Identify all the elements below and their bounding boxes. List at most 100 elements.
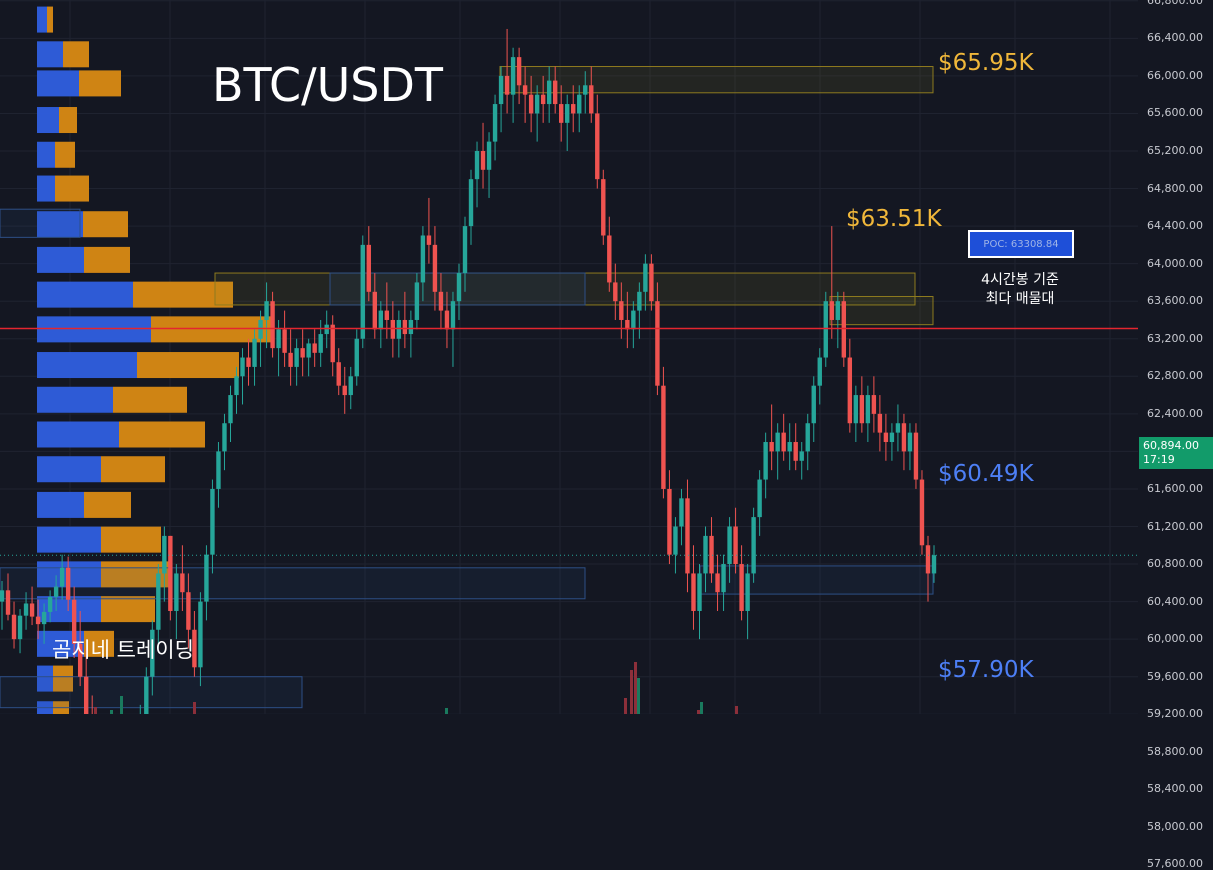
candle-body — [565, 104, 570, 123]
candle-body — [733, 526, 738, 565]
candle-body — [270, 301, 275, 349]
candle-body — [637, 291, 642, 311]
poc-badge: POC: 63308.84 — [968, 230, 1074, 258]
candle-body — [919, 479, 925, 546]
candle-body — [601, 179, 606, 236]
candle-body — [793, 442, 798, 461]
candle-body — [71, 599, 77, 644]
candle-body — [534, 94, 540, 114]
candle-body — [330, 324, 335, 363]
profile-buy-bar — [37, 41, 63, 68]
candle-body — [835, 301, 840, 320]
candle-body — [306, 343, 311, 358]
candle-body — [186, 592, 191, 630]
chart-title: BTC/USDT — [212, 58, 443, 112]
y-axis-tick: 64,400.00 — [1147, 219, 1203, 233]
candle-body — [739, 564, 744, 611]
profile-buy-bar — [37, 596, 101, 623]
last-price-value: 60,894.00 — [1143, 439, 1199, 452]
candle-body — [240, 357, 245, 377]
candle-body — [372, 291, 377, 330]
volume-bars — [94, 662, 738, 714]
profile-sell-bar — [55, 175, 89, 202]
candle-body — [408, 319, 414, 335]
candle-body — [342, 385, 347, 396]
candle-body — [691, 573, 696, 611]
watermark-text: 곰지네 트레이딩 — [52, 638, 194, 662]
candle-body — [661, 385, 666, 489]
candle-body — [907, 432, 913, 452]
candle-body — [865, 395, 871, 424]
candle-body — [252, 338, 257, 367]
y-axis-tick: 64,000.00 — [1147, 256, 1203, 270]
profile-sell-bar — [137, 352, 239, 379]
chart-overlays — [0, 327, 1138, 556]
y-axis-tick: 62,800.00 — [1147, 369, 1203, 383]
y-axis-tick: 58,400.00 — [1147, 782, 1203, 796]
y-axis-tick: 60,400.00 — [1147, 594, 1203, 608]
y-axis-tick: 66,800.00 — [1147, 0, 1203, 7]
candle-body — [77, 643, 83, 677]
candle-body — [913, 432, 919, 480]
candle-body — [264, 301, 269, 320]
candle-body — [781, 432, 786, 452]
volume-bar — [110, 710, 113, 714]
candle-body — [895, 423, 901, 433]
candle-body — [817, 357, 822, 386]
zone-box-demand — [0, 567, 586, 600]
candle-body — [522, 85, 528, 95]
profile-buy-bar — [37, 665, 53, 692]
profile-sell-bar — [84, 630, 114, 657]
candle-body — [462, 226, 468, 274]
candle-body — [354, 338, 359, 377]
candle-body — [204, 554, 209, 602]
candle-body — [649, 263, 654, 302]
profile-sell-bar — [55, 141, 75, 168]
candle-body — [47, 596, 53, 612]
candle-body — [631, 310, 636, 330]
candle-body — [174, 573, 179, 611]
candle-body — [156, 573, 161, 630]
candle-body — [41, 611, 47, 625]
candle-body — [378, 310, 384, 330]
candle-body — [480, 151, 486, 170]
candle-body — [396, 319, 402, 339]
candle-body — [727, 526, 732, 565]
candle-body — [168, 535, 173, 611]
candle-body — [589, 85, 594, 114]
profile-sell-bar — [113, 386, 187, 413]
candle-body — [492, 104, 498, 142]
candle-body — [697, 573, 702, 611]
candle-body — [162, 535, 167, 574]
candle-body — [552, 80, 558, 105]
candle-body — [577, 94, 582, 114]
profile-sell-bar — [84, 246, 130, 273]
candle-body — [540, 94, 546, 105]
candle-body — [29, 603, 35, 617]
profile-sell-bar — [101, 456, 165, 483]
poc-annotation: 4시간봉 기준 최다 매물대 — [950, 271, 1090, 309]
candle-body — [258, 319, 263, 339]
candle-body — [504, 75, 510, 95]
profile-buy-bar — [37, 526, 101, 553]
candle-body — [426, 235, 432, 245]
volume-bar — [735, 706, 738, 714]
candle-body — [853, 395, 859, 424]
candle-body — [198, 601, 203, 668]
poc-note-line-1: 4시간봉 기준 — [981, 272, 1059, 288]
candle-body — [745, 573, 750, 611]
price-chart[interactable] — [0, 0, 1213, 714]
candle-body — [312, 343, 317, 353]
zone-box-demand — [0, 676, 303, 709]
candle-body — [366, 244, 371, 292]
candle-body — [510, 57, 516, 95]
candle-body — [655, 301, 660, 386]
candle-body — [336, 362, 341, 386]
volume-profile — [37, 6, 273, 714]
level-label-63-51k: $63.51K — [846, 206, 942, 232]
candle-body — [679, 498, 684, 527]
profile-buy-bar — [37, 386, 113, 413]
candle-body — [432, 244, 438, 292]
profile-buy-bar — [37, 316, 151, 343]
candle-body — [571, 104, 576, 114]
